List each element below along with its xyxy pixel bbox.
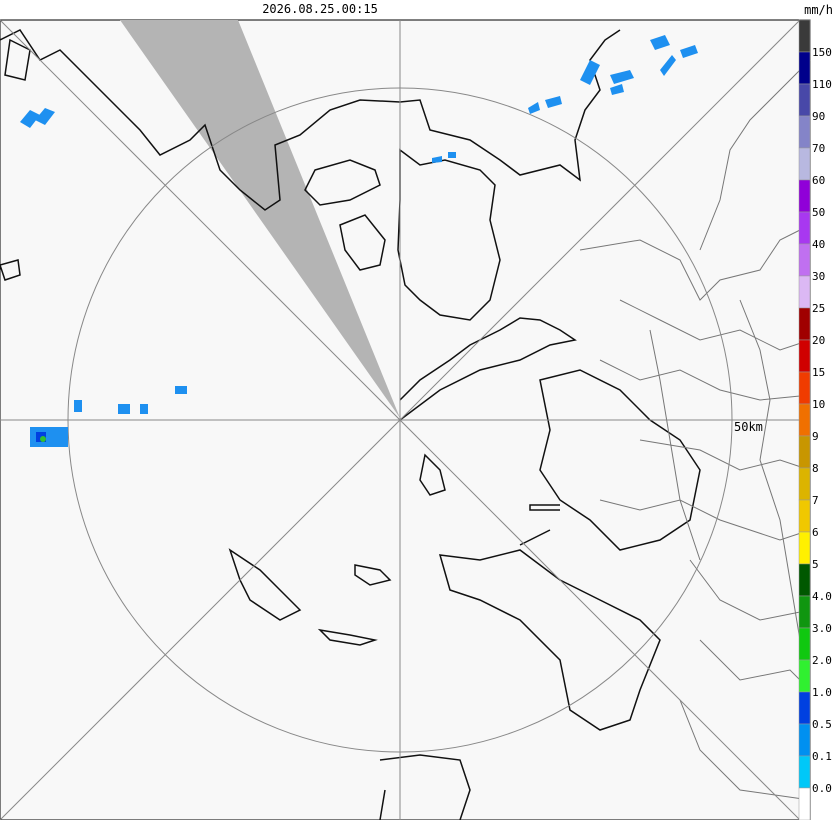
legend-swatch xyxy=(798,83,811,117)
legend-label: 7 xyxy=(812,494,819,507)
legend-label: 3.0 xyxy=(812,622,832,635)
legend-label: 60 xyxy=(812,174,825,187)
legend-swatch xyxy=(798,787,811,820)
legend-swatch xyxy=(798,723,811,757)
legend-label: 0.0 xyxy=(812,782,832,795)
legend-label: 30 xyxy=(812,270,825,283)
legend-label: 2.0 xyxy=(812,654,832,667)
legend-swatch xyxy=(798,627,811,661)
legend-swatch xyxy=(798,531,811,565)
legend-swatch xyxy=(798,563,811,597)
legend-swatch xyxy=(798,659,811,693)
legend-swatch xyxy=(798,595,811,629)
legend-label: 6 xyxy=(812,526,819,539)
coastlines xyxy=(0,29,701,820)
legend-swatch xyxy=(798,179,811,213)
timestamp: 2026.08.25.00:15 xyxy=(262,2,378,16)
legend-swatch xyxy=(798,499,811,533)
legend-label: 40 xyxy=(812,238,825,251)
legend-swatch xyxy=(798,275,811,309)
legend-swatch xyxy=(798,339,811,373)
legend-swatch xyxy=(798,115,811,149)
legend-swatch xyxy=(798,403,811,437)
range-grid xyxy=(0,19,810,820)
legend-label: 20 xyxy=(812,334,825,347)
range-label: 50km xyxy=(734,420,763,434)
echoes xyxy=(20,35,698,447)
legend-label: 50 xyxy=(812,206,825,219)
legend-label: 8 xyxy=(812,462,819,475)
legend-swatch xyxy=(798,19,811,53)
legend-label: 25 xyxy=(812,302,825,315)
legend-label: 70 xyxy=(812,142,825,155)
legend-swatch xyxy=(798,755,811,789)
borders xyxy=(579,59,811,801)
legend-swatch xyxy=(798,307,811,341)
legend-swatch xyxy=(798,467,811,501)
legend-label: 0.5 xyxy=(812,718,832,731)
blocked-sector xyxy=(120,20,400,418)
unit-label: mm/h xyxy=(804,3,833,17)
legend-label: 10 xyxy=(812,398,825,411)
color-legend: 150 110 90 70 60 50 40 30 25 20 15 10 9 8 7 6 5 4.0 3.0 2.0… xyxy=(798,19,832,820)
legend-swatch xyxy=(798,371,811,405)
legend-label: 150 xyxy=(812,46,832,59)
legend-label: 9 xyxy=(812,430,819,443)
legend-label: 4.0 xyxy=(812,590,832,603)
legend-swatch xyxy=(798,51,811,85)
legend-swatch xyxy=(798,691,811,725)
legend-swatch xyxy=(798,243,811,277)
legend-label: 5 xyxy=(812,558,819,571)
legend-swatch xyxy=(798,211,811,245)
legend-label: 0.1 xyxy=(812,750,832,763)
legend-swatch xyxy=(798,435,811,469)
legend-label: 110 xyxy=(812,78,832,91)
legend-swatch xyxy=(798,147,811,181)
legend-label: 90 xyxy=(812,110,825,123)
legend-label: 15 xyxy=(812,366,825,379)
legend-label: 1.0 xyxy=(812,686,832,699)
